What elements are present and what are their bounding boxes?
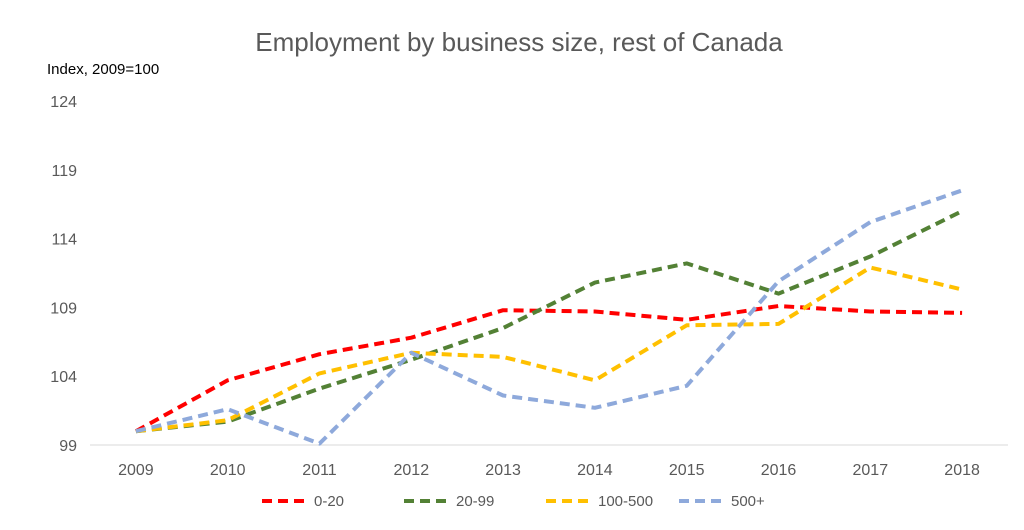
series-line-100-500 — [135, 265, 963, 434]
x-tick-label: 2017 — [853, 462, 889, 479]
y-tick-label: 119 — [51, 163, 77, 180]
y-tick-label: 109 — [50, 300, 77, 317]
legend-item: 20-99 — [404, 493, 494, 510]
y-tick-label: 124 — [50, 94, 77, 111]
series-lines — [134, 188, 963, 446]
legend-label: 100-500 — [598, 493, 653, 510]
x-tick-label: 2012 — [394, 462, 430, 479]
x-tick-label: 2010 — [210, 462, 246, 479]
series-line-500+ — [135, 188, 963, 446]
chart-title: Employment by business size, rest of Can… — [255, 27, 783, 57]
legend-item: 100-500 — [546, 493, 653, 510]
y-tick-label: 99 — [59, 438, 77, 455]
x-tick-label: 2018 — [944, 462, 980, 479]
x-tick-label: 2015 — [669, 462, 705, 479]
y-tick-label: 114 — [51, 232, 77, 249]
y-tick-label: 104 — [50, 369, 77, 386]
x-axis-ticks: 2009 2010 2011 2012 2013 2014 2015 2016 2017 2018 — [118, 462, 980, 479]
legend-label: 0-20 — [314, 493, 344, 510]
x-tick-label: 2011 — [302, 462, 337, 479]
x-tick-label: 2014 — [577, 462, 613, 479]
x-tick-label: 2013 — [485, 462, 521, 479]
y-axis-label: Index, 2009=100 — [47, 61, 159, 78]
series-line-20-99 — [135, 209, 963, 434]
legend-label: 500+ — [731, 493, 765, 510]
legend-label: 20-99 — [456, 493, 494, 510]
series-line-0-20 — [134, 304, 963, 433]
legend-item: 0-20 — [262, 493, 344, 510]
x-tick-label: 2016 — [761, 462, 797, 479]
x-tick-label: 2009 — [118, 462, 154, 479]
legend: 0-20 20-99 100-500 500+ — [262, 493, 765, 510]
y-axis-ticks: 99 104 109 114 119 124 — [50, 94, 77, 455]
legend-item: 500+ — [679, 493, 765, 510]
